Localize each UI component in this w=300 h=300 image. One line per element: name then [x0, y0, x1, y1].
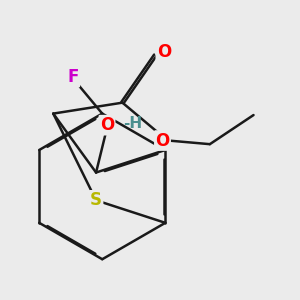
Text: -H: -H — [123, 116, 142, 131]
Text: O: O — [100, 116, 114, 134]
Text: S: S — [90, 191, 102, 209]
Text: O: O — [155, 131, 170, 149]
Text: F: F — [68, 68, 79, 86]
Text: O: O — [157, 43, 171, 61]
